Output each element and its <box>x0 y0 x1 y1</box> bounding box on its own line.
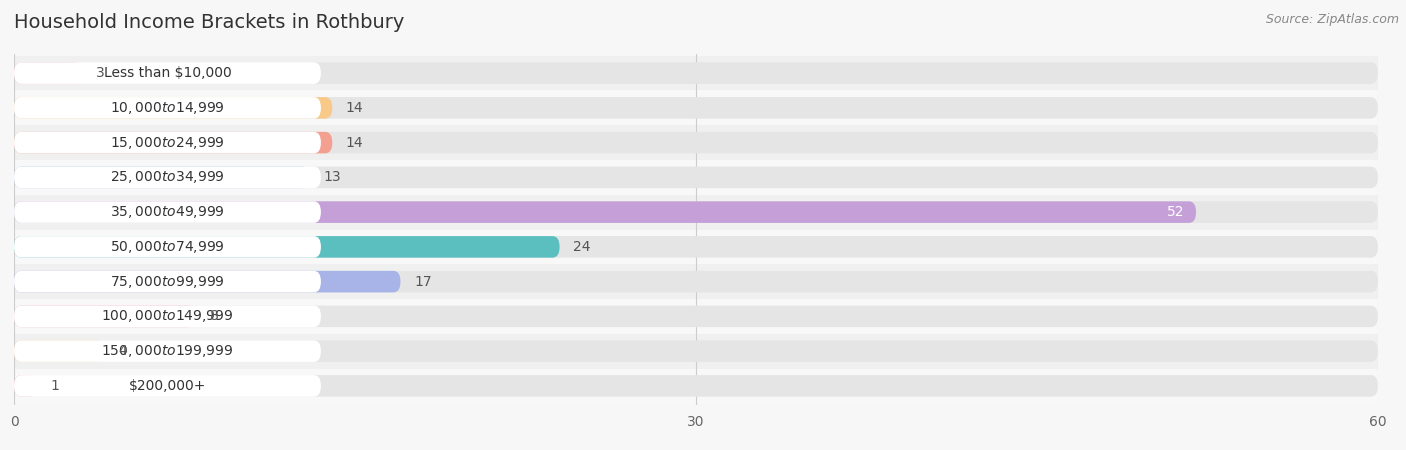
Text: 4: 4 <box>118 344 128 358</box>
Text: $150,000 to $199,999: $150,000 to $199,999 <box>101 343 233 359</box>
FancyBboxPatch shape <box>0 56 1400 90</box>
Text: Less than $10,000: Less than $10,000 <box>104 66 232 80</box>
Text: $25,000 to $34,999: $25,000 to $34,999 <box>110 169 225 185</box>
FancyBboxPatch shape <box>14 63 321 84</box>
Text: 24: 24 <box>574 240 591 254</box>
FancyBboxPatch shape <box>14 306 195 327</box>
FancyBboxPatch shape <box>14 236 560 258</box>
Text: 52: 52 <box>1167 205 1185 219</box>
FancyBboxPatch shape <box>14 132 332 153</box>
FancyBboxPatch shape <box>14 375 321 396</box>
Text: $10,000 to $14,999: $10,000 to $14,999 <box>110 100 225 116</box>
FancyBboxPatch shape <box>0 264 1400 299</box>
FancyBboxPatch shape <box>14 271 1378 292</box>
FancyBboxPatch shape <box>14 306 321 327</box>
Text: $35,000 to $49,999: $35,000 to $49,999 <box>110 204 225 220</box>
FancyBboxPatch shape <box>14 236 321 258</box>
Text: $50,000 to $74,999: $50,000 to $74,999 <box>110 239 225 255</box>
Text: 8: 8 <box>209 310 218 324</box>
Text: 14: 14 <box>346 135 364 149</box>
FancyBboxPatch shape <box>14 166 321 188</box>
Text: 17: 17 <box>415 274 432 288</box>
Text: Household Income Brackets in Rothbury: Household Income Brackets in Rothbury <box>14 14 405 32</box>
FancyBboxPatch shape <box>14 236 1378 258</box>
FancyBboxPatch shape <box>14 375 37 396</box>
FancyBboxPatch shape <box>14 201 321 223</box>
FancyBboxPatch shape <box>0 160 1400 195</box>
Text: $100,000 to $149,999: $100,000 to $149,999 <box>101 308 233 324</box>
Text: 13: 13 <box>323 171 340 184</box>
Text: $200,000+: $200,000+ <box>129 379 207 393</box>
FancyBboxPatch shape <box>14 132 1378 153</box>
FancyBboxPatch shape <box>14 306 1378 327</box>
FancyBboxPatch shape <box>14 97 332 119</box>
FancyBboxPatch shape <box>14 375 1378 396</box>
FancyBboxPatch shape <box>14 97 321 119</box>
FancyBboxPatch shape <box>14 271 401 292</box>
FancyBboxPatch shape <box>14 340 1378 362</box>
FancyBboxPatch shape <box>14 166 309 188</box>
FancyBboxPatch shape <box>0 369 1400 403</box>
FancyBboxPatch shape <box>0 299 1400 334</box>
FancyBboxPatch shape <box>0 230 1400 264</box>
FancyBboxPatch shape <box>14 201 1378 223</box>
FancyBboxPatch shape <box>0 334 1400 369</box>
FancyBboxPatch shape <box>14 201 1197 223</box>
FancyBboxPatch shape <box>14 63 1378 84</box>
FancyBboxPatch shape <box>14 340 321 362</box>
FancyBboxPatch shape <box>14 166 1378 188</box>
FancyBboxPatch shape <box>0 195 1400 230</box>
FancyBboxPatch shape <box>14 63 82 84</box>
FancyBboxPatch shape <box>0 90 1400 125</box>
FancyBboxPatch shape <box>14 340 105 362</box>
Text: 1: 1 <box>51 379 59 393</box>
Text: $75,000 to $99,999: $75,000 to $99,999 <box>110 274 225 290</box>
Text: 3: 3 <box>96 66 104 80</box>
FancyBboxPatch shape <box>14 97 1378 119</box>
FancyBboxPatch shape <box>14 132 321 153</box>
Text: $15,000 to $24,999: $15,000 to $24,999 <box>110 135 225 151</box>
Text: 14: 14 <box>346 101 364 115</box>
FancyBboxPatch shape <box>14 271 321 292</box>
Text: Source: ZipAtlas.com: Source: ZipAtlas.com <box>1265 14 1399 27</box>
FancyBboxPatch shape <box>0 125 1400 160</box>
